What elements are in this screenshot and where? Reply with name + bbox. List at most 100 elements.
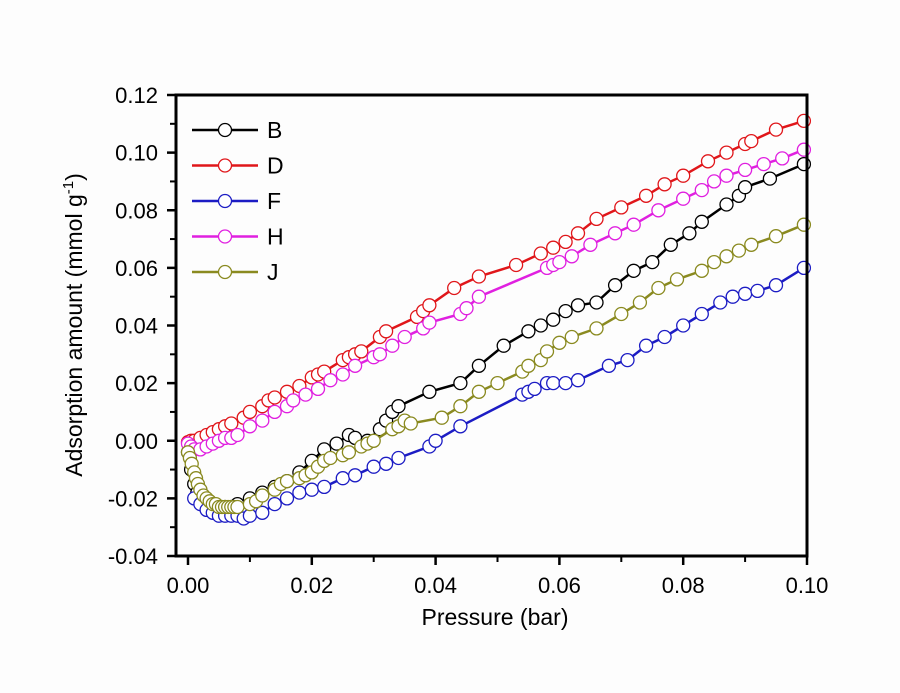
data-point-F [335,471,350,486]
data-point-D [589,211,604,227]
x-tick-label: 0.02 [290,573,333,598]
plot-data [180,113,812,526]
data-point-F [737,286,753,301]
data-point-D [546,240,561,255]
x-tick-label: 0.08 [662,573,705,598]
legend-item-J: J [192,259,279,285]
data-point-D [570,226,586,241]
data-point-J [731,243,747,258]
data-point-F [378,456,394,471]
data-point-J [323,450,338,466]
data-point-B [682,226,697,241]
data-point-H [651,203,666,218]
data-point-D [700,154,716,169]
data-point-H [397,329,412,345]
data-point-F [620,352,635,368]
data-point-B [607,278,623,293]
data-point-J [255,488,270,503]
x-tick-label: 0.06 [538,573,581,598]
data-point-D [657,177,672,192]
data-point-D [614,200,629,215]
series-F [187,260,812,526]
data-point-F [391,450,406,466]
y-axis-title: Adsorption amount (mmol g-1) [60,173,87,477]
data-point-F [570,373,586,388]
data-point-F [317,479,332,495]
data-point-J [694,263,709,278]
data-point-B [521,324,536,339]
data-point-F [292,485,307,500]
data-point-H [706,174,722,189]
data-point-F [428,433,443,448]
data-point-D [768,122,784,137]
y-tick-label: 0.12 [115,83,158,108]
data-point-B [719,197,734,212]
data-point-H [385,338,400,353]
data-point-D [378,324,394,339]
data-point-J [651,280,666,296]
data-point-B [391,399,406,414]
legend-label: H [267,224,284,250]
data-point-J [341,445,357,460]
legend-item-D: D [192,153,284,179]
data-point-D [638,188,654,203]
x-tick-label: 0.00 [167,573,210,598]
data-point-F [267,496,282,512]
data-point-F [601,358,617,373]
data-point-F [676,318,691,333]
x-axis-title: Pressure (bar) [422,604,569,630]
data-point-F [453,419,468,434]
data-point-B [496,338,511,353]
data-point-F [768,278,784,293]
data-point-B [645,254,660,270]
data-point-D [676,168,691,183]
data-point-F [546,375,561,391]
data-point-H [267,404,282,420]
data-point-D [558,234,573,250]
x-tick-label: 0.10 [786,573,829,598]
data-point-H [347,358,363,373]
data-point-J [539,344,555,359]
legend-marker [217,193,233,209]
data-point-D [744,133,759,149]
data-point-H [756,156,771,172]
data-point-D [224,416,239,431]
data-point-D [354,344,369,359]
data-point-J [768,229,784,244]
legend-label: J [267,259,279,285]
data-point-B [663,237,678,252]
data-point-F [657,329,672,345]
data-point-B [453,375,468,391]
data-point-F [558,375,573,391]
data-point-D [719,145,734,160]
legend-label: D [267,153,284,179]
data-point-J [706,254,722,270]
data-point-J [230,499,245,515]
y-tick-label: 0.08 [115,198,158,223]
data-point-J [632,295,648,310]
data-point-B [422,384,437,399]
data-point-H [459,301,474,316]
data-point-D [447,280,462,296]
data-point-H [298,387,313,402]
data-point-H [323,373,338,388]
data-point-B [558,303,573,319]
data-point-H [310,381,326,397]
data-point-H [242,419,258,434]
data-point-D [422,298,437,313]
y-axis-title-main: Adsorption amount (mmol g [61,194,87,477]
data-point-J [614,306,629,322]
legend-marker [217,158,233,173]
data-point-H [335,367,350,382]
data-point-D [267,390,282,405]
data-point-H [255,413,270,428]
y-axis: -0.04 -0.02 0.00 0.02 0.04 0.06 0.08 0.10 0.12 [108,83,176,569]
data-point-H [286,393,301,408]
data-point-D [471,269,487,284]
data-point-J [589,321,604,336]
data-point-H [230,427,245,443]
data-point-H [775,151,790,166]
y-tick-label: -0.02 [108,486,158,511]
data-point-H [372,347,388,362]
